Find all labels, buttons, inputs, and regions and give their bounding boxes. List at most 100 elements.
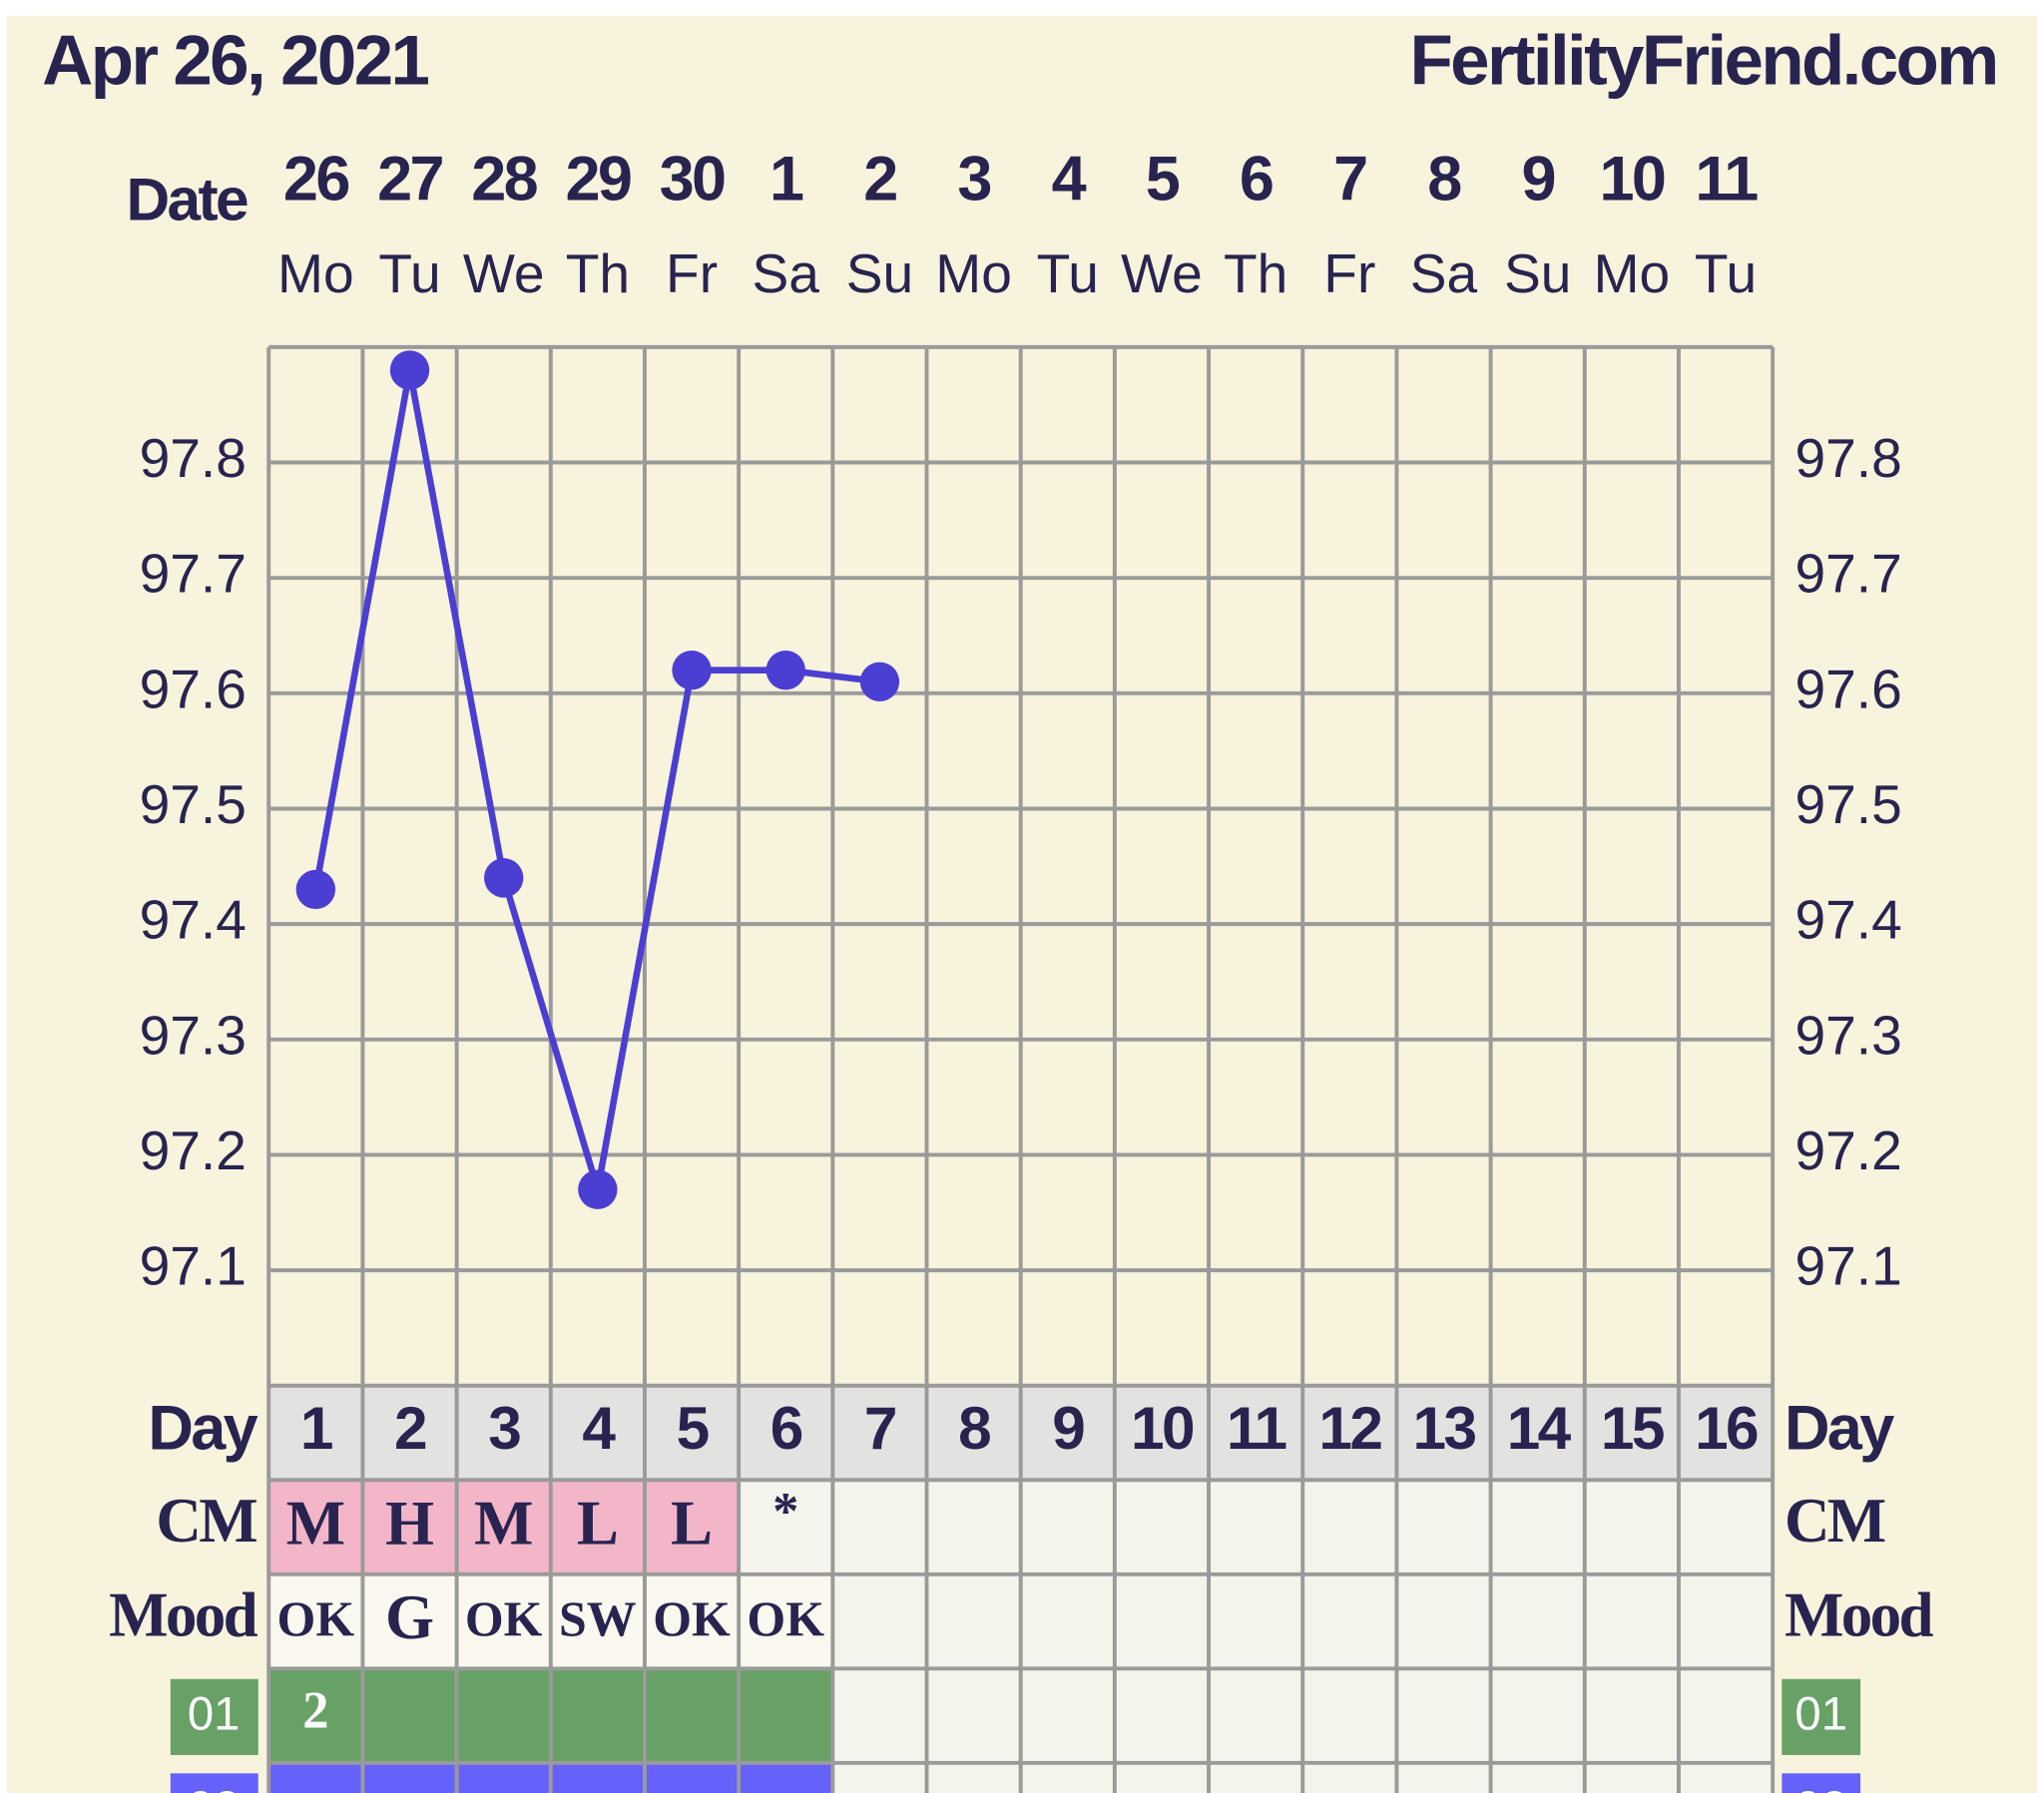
mood-cell (832, 1573, 927, 1669)
row-cell (644, 1762, 740, 1793)
weekday-label: Su (846, 242, 913, 304)
mood-cell (1584, 1573, 1679, 1669)
y-tick-label-right: 97.7 (1794, 543, 1901, 605)
row-cell (1209, 1762, 1303, 1793)
temperature-point (483, 858, 524, 898)
y-tick-label-right: 97.5 (1794, 773, 1901, 835)
row-cell (1584, 1668, 1679, 1763)
row-cell (1020, 1762, 1115, 1793)
cm-cell (1490, 1480, 1585, 1574)
day-cell (1584, 1385, 1679, 1481)
cm-cell (1678, 1480, 1774, 1574)
row-label: Mood (109, 1579, 258, 1649)
cm-cell (1302, 1480, 1397, 1574)
cycle-day: 16 (1695, 1394, 1758, 1462)
date-label: 28 (471, 144, 537, 214)
temperature-point (766, 651, 805, 690)
y-tick-label: 97.4 (140, 889, 247, 951)
cm-value: L (577, 1489, 619, 1559)
row-label: CM (156, 1486, 256, 1556)
chart-title: Apr 26, 2021 (42, 21, 428, 100)
mood-cell (739, 1573, 833, 1669)
cm-cell (644, 1480, 740, 1574)
cm-cell (1020, 1480, 1115, 1574)
cm-value: L (671, 1489, 713, 1559)
cm-cell (739, 1480, 833, 1574)
row-tag-right (1782, 1678, 1861, 1755)
cm-cell (456, 1480, 551, 1574)
temperature-point (672, 651, 712, 690)
row-cell (739, 1668, 833, 1763)
mood-value: G (385, 1582, 434, 1652)
mood-cell (1020, 1573, 1115, 1669)
row-cell (1678, 1762, 1774, 1793)
weekday-label: Mo (935, 242, 1012, 304)
row-cell (550, 1668, 645, 1763)
row-cell (832, 1762, 927, 1793)
row-cell (1678, 1668, 1774, 1763)
day-cell (1209, 1385, 1303, 1481)
cycle-day: 12 (1318, 1394, 1381, 1462)
row-value: 2 (302, 1682, 328, 1740)
date-label: 10 (1599, 144, 1664, 214)
row-cell (1584, 1762, 1679, 1793)
row-tag (170, 1773, 258, 1793)
cm-cell (268, 1480, 363, 1574)
weekday-label: Mo (277, 242, 354, 304)
date-label: 1 (769, 144, 803, 214)
cm-cell (1584, 1480, 1679, 1574)
row-cell (456, 1668, 551, 1763)
row-cell (1114, 1668, 1210, 1763)
cycle-day: 10 (1131, 1394, 1194, 1462)
row-cell (362, 1762, 457, 1793)
date-label: 4 (1052, 144, 1087, 214)
weekday-label: Tu (378, 242, 440, 304)
cm-value: M (474, 1489, 533, 1559)
date-label: 5 (1146, 144, 1180, 214)
cycle-day: 1 (300, 1394, 332, 1462)
mood-value: OK (747, 1591, 824, 1646)
cycle-day: 8 (958, 1394, 990, 1462)
date-label: 11 (1695, 144, 1758, 214)
day-cell (832, 1385, 927, 1481)
weekday-label: Sa (1410, 242, 1478, 304)
date-label: 2 (863, 144, 896, 214)
day-cell (1020, 1385, 1115, 1481)
mood-cell (926, 1573, 1021, 1669)
cycle-day: 7 (864, 1394, 895, 1462)
date-label: 9 (1521, 144, 1554, 214)
mood-cell (1302, 1573, 1397, 1669)
cycle-day: 2 (394, 1394, 426, 1462)
day-cell (1490, 1385, 1585, 1481)
y-tick-label: 97.7 (140, 543, 247, 605)
date-label: 3 (957, 144, 990, 214)
day-cell (926, 1385, 1021, 1481)
date-label: Date (127, 166, 248, 233)
date-label: 6 (1240, 144, 1273, 214)
row-cell (926, 1668, 1021, 1763)
cm-cell (1396, 1480, 1491, 1574)
y-tick-label-right: 97.6 (1794, 658, 1901, 719)
weekday-label: Tu (1695, 242, 1757, 304)
cycle-day: 11 (1227, 1394, 1286, 1462)
row-label-right: Mood (1785, 1579, 1934, 1649)
mood-cell (268, 1573, 363, 1669)
day-cell (456, 1385, 551, 1481)
mood-value: SW (559, 1591, 637, 1646)
row-cell (1396, 1668, 1491, 1763)
row-label: Day (148, 1394, 257, 1464)
cycle-day: 6 (770, 1394, 802, 1462)
mood-value: OK (653, 1591, 731, 1646)
row-cell (832, 1668, 927, 1763)
row-cell (1114, 1762, 1210, 1793)
row-cell (268, 1762, 363, 1793)
cycle-day: 9 (1052, 1394, 1084, 1462)
row-name: 01 (188, 1687, 241, 1740)
cm-value: * (772, 1483, 798, 1541)
weekday-label: Fr (1323, 242, 1375, 304)
date-label: 29 (565, 144, 630, 214)
mood-cell (550, 1573, 645, 1669)
row-cell (1209, 1668, 1303, 1763)
date-label: 7 (1333, 144, 1366, 214)
